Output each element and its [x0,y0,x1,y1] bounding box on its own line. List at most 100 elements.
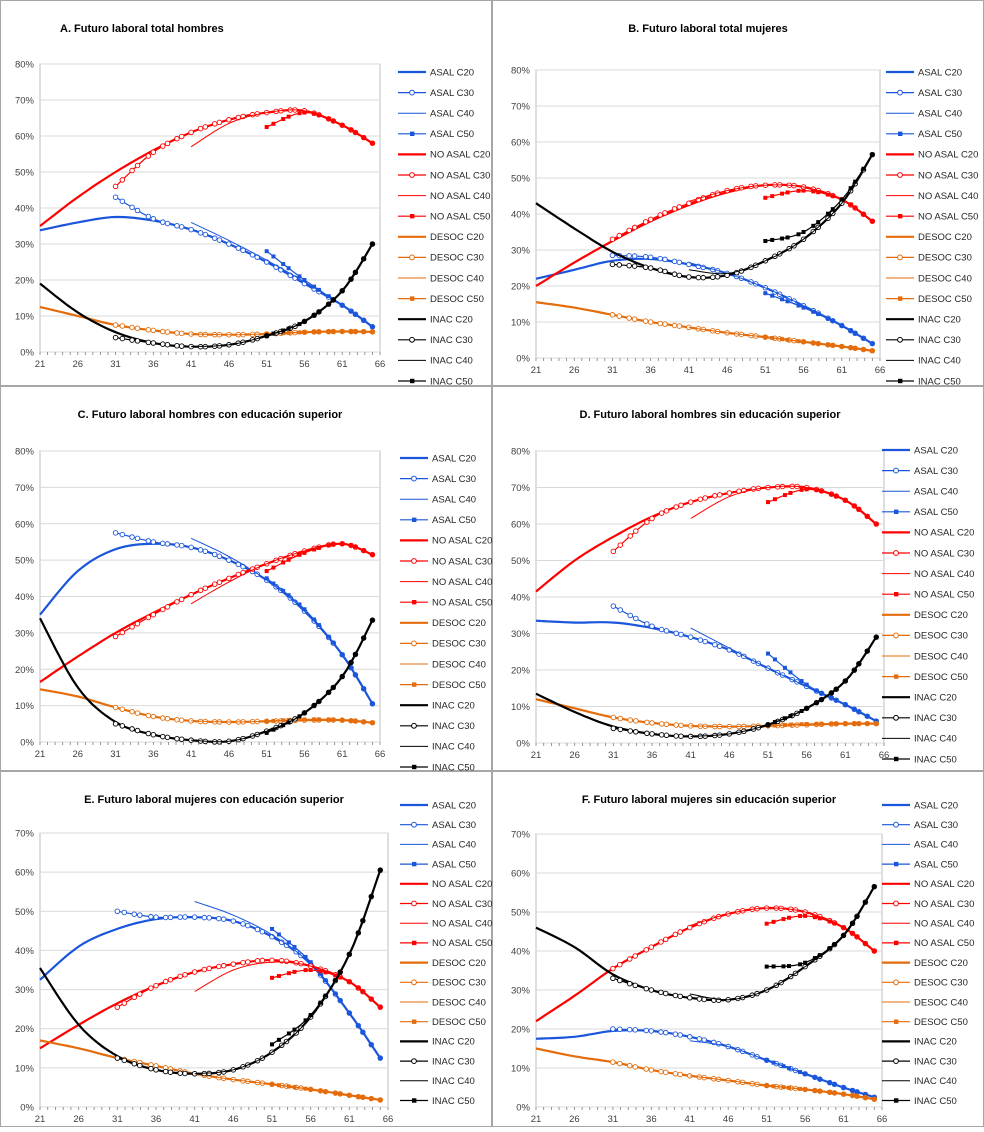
marker-desoc-c50 [770,335,775,340]
marker-no-asal-c50 [316,545,321,550]
marker-asal-c30 [134,535,141,542]
marker-desoc-c30 [150,327,157,334]
marker-desoc-c50 [333,1091,338,1096]
legend-marker [411,475,417,482]
marker-asal-c50 [316,287,321,292]
legend-label-no-asal-c30: NO ASAL C30 [914,548,974,559]
legend-label-asal-c40: ASAL C40 [432,495,476,506]
legend-label-no-asal-c50: NO ASAL C50 [914,938,974,949]
legend-marker [897,254,903,261]
marker-desoc-c50 [772,723,777,728]
marker-desoc-c30 [610,714,617,721]
legend-label-asal-c40: ASAL C40 [914,840,958,851]
marker-no-asal-c30 [211,121,218,127]
marker-asal-c30 [617,607,624,613]
y-tick-label: 30% [15,985,35,996]
marker-desoc-c50 [326,329,331,334]
marker-desoc-c30 [610,1059,616,1065]
marker-inac-c50 [264,730,269,735]
marker-desoc-c50 [852,721,857,726]
marker-asal-c50 [349,309,354,314]
marker-inac-c30 [112,334,119,341]
x-tick-label: 31 [110,749,121,760]
legend-marker [411,979,417,986]
marker-desoc-c30 [119,706,126,712]
marker-asal-c30 [617,1026,623,1033]
panel-border [492,0,984,386]
marker-desoc-c50 [850,1093,855,1098]
marker-inac-c30 [700,274,706,281]
marker-desoc-c50 [370,329,375,334]
marker-desoc-c30 [134,325,141,332]
marker-asal-c50 [331,640,336,645]
legend-label-asal-c40: ASAL C40 [914,487,958,498]
y-tick-label: 30% [15,628,35,639]
marker-desoc-c50 [870,348,875,353]
marker-no-asal-c50 [796,188,801,193]
marker-no-asal-c50 [356,985,361,990]
marker-inac-c30 [648,987,655,993]
marker-inac-c50 [839,197,844,202]
marker-asal-c50 [811,309,816,314]
marker-no-asal-c50 [347,979,352,984]
marker-no-asal-c50 [297,552,302,557]
marker-asal-c50 [848,328,853,333]
marker-desoc-c50 [302,330,307,335]
marker-inac-c50 [804,706,809,711]
x-tick-label: 61 [838,1114,849,1125]
marker-inac-c30 [148,1065,154,1072]
marker-asal-c30 [174,223,180,229]
y-tick-label: 70% [511,102,531,113]
x-tick-label: 61 [337,359,348,370]
marker-no-asal-c30 [226,575,232,582]
marker-no-asal-c30 [160,143,166,149]
marker-no-asal-c30 [716,492,723,498]
marker-inac-c30 [632,982,638,989]
marker-inac-c30 [649,731,655,737]
y-tick-label: 30% [511,246,531,257]
chart-title: E. Futuro laboral mujeres con educación … [84,794,344,806]
marker-no-asal-c30 [657,212,663,218]
marker-no-asal-c30 [216,963,222,970]
marker-inac-c50 [770,237,775,242]
marker-no-asal-c30 [119,177,126,183]
marker-no-asal-c30 [114,1004,121,1010]
marker-desoc-c50 [874,721,879,726]
marker-no-asal-c30 [202,124,209,130]
marker-asal-c30 [164,220,171,227]
marker-no-asal-c50 [286,114,291,119]
marker-inac-c30 [160,341,166,347]
marker-desoc-c30 [112,704,119,711]
x-tick-label: 26 [569,1114,580,1125]
marker-desoc-c50 [796,339,801,344]
marker-inac-c50 [271,727,276,732]
marker-inac-c50 [811,223,816,228]
legend-marker [898,378,903,384]
marker-asal-c30 [137,912,143,918]
marker-desoc-c50 [347,1093,352,1098]
marker-no-asal-c50 [303,968,308,973]
marker-inac-c50 [326,690,331,695]
legend-label-no-asal-c30: NO ASAL C30 [432,556,492,567]
legend-label-inac-c20: INAC C20 [914,1037,957,1048]
marker-asal-c30 [240,921,246,927]
marker-no-asal-c30 [177,973,183,980]
legend-marker [409,89,415,96]
legend-label-inac-c20: INAC C20 [918,315,961,326]
marker-asal-c30 [658,626,665,633]
marker-no-asal-c30 [211,581,218,587]
marker-desoc-c50 [841,1092,846,1097]
marker-asal-c50 [356,1023,361,1028]
marker-asal-c30 [178,224,185,230]
marker-asal-c30 [201,914,208,921]
marker-desoc-c30 [658,721,665,727]
y-tick-label: 70% [15,829,35,840]
marker-no-asal-c50 [843,498,848,503]
marker-no-asal-c30 [206,965,212,972]
marker-desoc-c30 [649,720,655,726]
marker-inac-c30 [145,730,152,737]
marker-desoc-c30 [657,320,663,327]
marker-no-asal-c50 [834,494,839,499]
legend-marker [894,940,899,946]
